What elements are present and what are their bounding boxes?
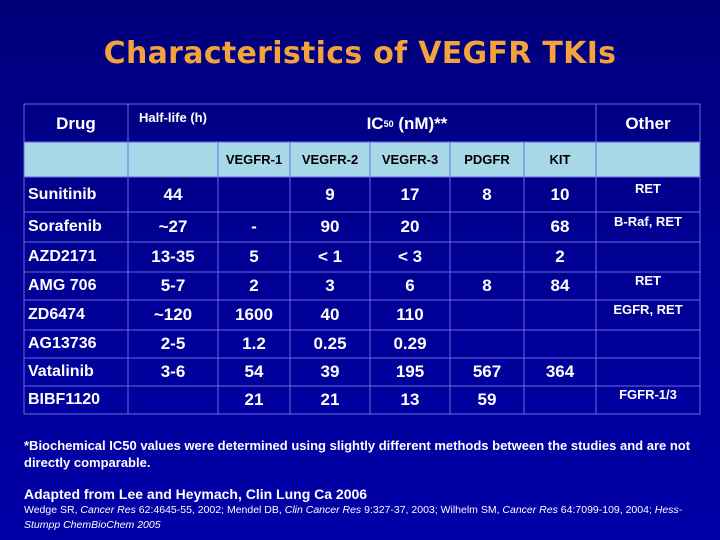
cell-kit: 2 — [555, 247, 565, 266]
cell-pdgfr: 8 — [482, 184, 492, 204]
ref-3-detail: 64:7099-109, 2004; — [557, 504, 655, 516]
cell-drug: AG13736 — [28, 335, 97, 352]
cell-half-life: 13-35 — [151, 247, 195, 266]
cell-drug: BIBF1120 — [28, 391, 101, 408]
cell-vegfr2: 9 — [325, 184, 335, 204]
ref-4: Hess-Stumpp ChemBioChem 2005 — [24, 504, 683, 531]
references: Wedge SR, Cancer Res 62:4645-55, 2002; M… — [24, 503, 714, 533]
cell-vegfr1 — [218, 177, 290, 212]
cell-pdgfr — [450, 300, 524, 330]
ref-1-detail: 62:4645-55, 2002; Mendel DB, — [135, 504, 285, 516]
cell-other — [596, 354, 700, 378]
cell-vegfr2: 40 — [320, 305, 340, 324]
header-vegfr3: VEGFR-3 — [381, 152, 439, 167]
cell-pdgfr: 567 — [472, 362, 502, 381]
cell-kit — [524, 386, 596, 414]
cell-other: B-Raf, RET — [614, 213, 682, 229]
cell-drug: Vatalinib — [28, 363, 94, 380]
cell-other: RET — [635, 181, 661, 196]
cell-vegfr3: 110 — [396, 305, 424, 324]
ref-2-journal: Clin Cancer Res — [284, 504, 362, 516]
ref-1-journal: Cancer Res — [80, 504, 136, 516]
ref-1-authors: Wedge SR, — [24, 504, 81, 516]
cell-vegfr2: 21 — [320, 390, 340, 409]
header-vegfr1: VEGFR-1 — [225, 152, 283, 167]
cell-drug: ZD6474 — [28, 306, 85, 323]
cell-kit: 68 — [550, 217, 570, 236]
cell-kit — [524, 330, 596, 358]
cell-vegfr1: 5 — [249, 247, 259, 266]
cell-vegfr3: 0.29 — [393, 334, 427, 353]
cell-vegfr2: 3 — [325, 276, 335, 295]
cell-pdgfr: 8 — [482, 276, 492, 295]
ic50-suffix: (nM)** — [393, 114, 448, 133]
cell-vegfr1: - — [251, 217, 257, 236]
cell-kit: 10 — [550, 184, 570, 204]
cell-vegfr2: 90 — [320, 217, 340, 236]
cell-vegfr1: 21 — [244, 390, 264, 409]
cell-half-life: ~27 — [158, 217, 188, 236]
header-vegfr2: VEGFR-2 — [301, 152, 359, 167]
header-half-life: Half-life (h) — [139, 109, 207, 125]
ref-2-detail: 9:327-37, 2003; Wilhelm SM, — [361, 504, 503, 516]
cell-pdgfr — [450, 330, 524, 358]
cell-vegfr1: 1.2 — [242, 334, 266, 353]
cell-other: EGFR, RET — [613, 301, 683, 317]
cell-other: RET — [635, 272, 661, 288]
footnote: *Biochemical IC50 values were determined… — [24, 438, 691, 470]
cell-vegfr1: 1600 — [235, 305, 273, 324]
cell-vegfr2: 0.25 — [313, 334, 347, 353]
cell-vegfr3: 6 — [405, 276, 415, 295]
cell-half-life: 2-5 — [160, 334, 186, 353]
cell-drug: Sunitinib — [28, 185, 97, 203]
cell-other: FGFR-1/3 — [619, 386, 677, 402]
cell-vegfr2: < 1 — [317, 247, 343, 266]
cell-drug: Sorafenib — [28, 218, 102, 235]
header-other: Other — [625, 114, 671, 133]
cell-vegfr3: 195 — [395, 362, 425, 381]
cell-vegfr3: 17 — [400, 184, 420, 204]
cell-pdgfr — [450, 242, 524, 272]
header-pdgfr: PDGFR — [464, 152, 510, 167]
cell-vegfr2: 39 — [320, 362, 340, 381]
header-drug: Drug — [56, 114, 96, 133]
ref-3-journal: Cancer Res — [502, 504, 558, 516]
cell-half-life: ~120 — [153, 305, 193, 324]
cell-half-life: 3-6 — [160, 362, 186, 381]
cell-kit: 364 — [545, 362, 575, 381]
table-subheader-band — [24, 142, 700, 177]
ic50-prefix: IC — [366, 114, 384, 133]
ic50-subscript: 50 — [383, 119, 394, 129]
source-citation: Adapted from Lee and Heymach, Clin Lung … — [24, 486, 368, 502]
header-ic50: IC 50 (nM)** — [290, 106, 524, 142]
cell-kit: 84 — [550, 276, 570, 295]
cell-kit — [524, 300, 596, 330]
cell-vegfr3: 20 — [400, 217, 420, 236]
cell-pdgfr: 59 — [477, 390, 497, 409]
cell-vegfr1: 54 — [244, 362, 264, 381]
cell-pdgfr — [450, 212, 524, 242]
cell-vegfr1: 2 — [249, 276, 259, 295]
slide-title: Characteristics of VEGFR TKIs — [103, 36, 617, 71]
cell-half-life: 44 — [163, 184, 183, 204]
header-kit: KIT — [549, 152, 571, 167]
cell-drug: AZD2171 — [28, 248, 97, 265]
cell-half-life — [128, 386, 218, 414]
cell-other — [596, 238, 700, 264]
cell-vegfr3: 13 — [400, 390, 420, 409]
cell-half-life: 5-7 — [160, 276, 186, 295]
cell-drug: AMG 706 — [28, 277, 97, 294]
cell-vegfr3: < 3 — [397, 247, 423, 266]
cell-other — [596, 326, 700, 350]
